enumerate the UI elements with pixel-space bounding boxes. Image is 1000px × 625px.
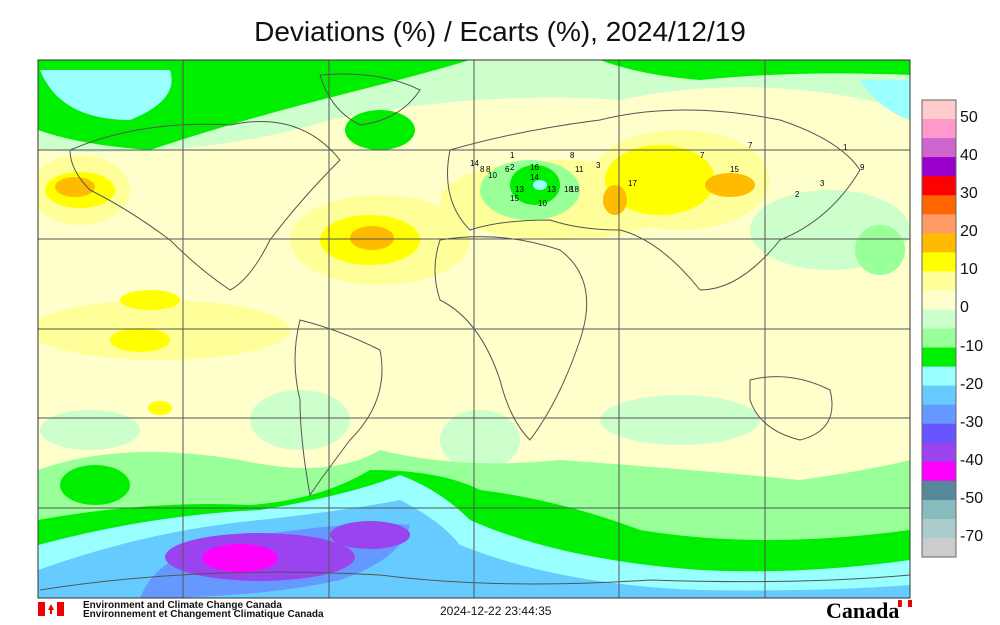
station-label: 13	[547, 185, 556, 194]
legend-band	[922, 119, 956, 139]
station-label: 10	[488, 171, 497, 180]
station-label: 6	[505, 165, 510, 174]
station-label: 1	[510, 151, 515, 160]
legend-label: -70	[960, 527, 984, 545]
station-label: 2	[795, 190, 800, 199]
zone-yellow	[110, 328, 170, 352]
station-label: 17	[628, 179, 637, 188]
legend-label: 50	[960, 109, 978, 127]
legend-band	[922, 442, 956, 463]
zone-green	[60, 465, 130, 505]
legend-label: 20	[960, 223, 978, 241]
zone-green	[345, 110, 415, 150]
station-label: 1	[843, 143, 848, 152]
legend-band	[922, 328, 956, 349]
legend-band	[922, 233, 956, 253]
legend-band	[922, 309, 956, 329]
station-label: 2	[510, 163, 515, 172]
station-label: 15	[510, 194, 519, 203]
canada-wordmark-flag-icon	[898, 599, 912, 608]
zone-yellow	[605, 145, 715, 215]
legend-band	[922, 138, 956, 158]
legend-label: -30	[960, 413, 984, 431]
coastlines	[39, 73, 910, 591]
zone-light-green	[40, 410, 140, 450]
zone-light-green	[600, 395, 760, 445]
canada-flag-icon	[38, 602, 64, 616]
station-label: 7	[748, 141, 753, 150]
station-label: 15	[730, 165, 739, 174]
legend-band	[922, 461, 956, 482]
canada-wordmark: Canada	[826, 598, 900, 623]
legend-band	[922, 423, 956, 444]
zone-yellow	[120, 290, 180, 310]
station-label: 13	[515, 185, 524, 194]
legend-band	[922, 499, 956, 520]
station-label: 9	[860, 163, 865, 172]
zone-light-green	[250, 390, 350, 450]
legend-band	[922, 518, 956, 539]
station-label: 8	[486, 165, 491, 174]
legend-band	[922, 271, 956, 291]
legend-band	[922, 100, 956, 120]
legend-label: -20	[960, 375, 984, 393]
zone-cyan	[40, 70, 172, 120]
graticule	[38, 60, 910, 598]
station-label: 18	[570, 185, 579, 194]
legend-label: 0	[960, 299, 969, 317]
legend	[922, 100, 956, 558]
zone-light-green	[440, 410, 520, 470]
map-field	[38, 60, 910, 598]
legend-band	[922, 537, 956, 558]
legend-band	[922, 385, 956, 406]
zone-pale-yellow	[38, 300, 290, 360]
station-label: 8	[480, 165, 485, 174]
zone-mid-green	[855, 225, 905, 275]
zone-cyan	[533, 180, 547, 190]
legend-label: 10	[960, 261, 978, 279]
zone-green	[600, 60, 910, 80]
legend-band	[922, 214, 956, 234]
legend-band	[922, 347, 956, 368]
zone-cyan	[860, 80, 910, 120]
legend-band	[922, 366, 956, 387]
station-label: 11	[575, 165, 584, 174]
station-label: 7	[700, 151, 705, 160]
zone-orange	[603, 185, 627, 215]
legend-band	[922, 157, 956, 177]
zone-orange	[705, 173, 755, 197]
legend-label: -40	[960, 451, 984, 469]
station-label: 10	[538, 199, 547, 208]
zone-yellow	[148, 401, 172, 415]
legend-band	[922, 480, 956, 501]
zone-violet	[330, 521, 410, 549]
station-label: 16	[530, 163, 539, 172]
legend-label: -10	[960, 337, 984, 355]
legend-band	[922, 176, 956, 196]
legend-frame	[921, 99, 957, 558]
legend-label: -50	[960, 489, 984, 507]
legend-band	[922, 252, 956, 272]
legend-label: 30	[960, 185, 978, 203]
org-name-fr: Environnement et Changement Climatique C…	[83, 609, 324, 620]
legend-label: 40	[960, 147, 978, 165]
map-frame	[37, 59, 911, 599]
timestamp: 2024-12-22 23:44:35	[440, 604, 552, 618]
legend-band	[922, 404, 956, 425]
zone-magenta	[202, 544, 278, 572]
station-label: 3	[820, 179, 825, 188]
station-label: 14	[470, 159, 479, 168]
map-title: Deviations (%) / Ecarts (%), 2024/12/19	[254, 16, 746, 47]
zone-orange	[350, 226, 394, 250]
org-name-en: Environment and Climate Change Canada	[83, 600, 282, 611]
station-label: 14	[530, 173, 539, 182]
station-label: 18	[564, 185, 573, 194]
station-label: 3	[596, 161, 601, 170]
legend-band	[922, 195, 956, 215]
station-label: 8	[570, 151, 575, 160]
legend-band	[922, 290, 956, 310]
zone-orange	[55, 177, 95, 197]
